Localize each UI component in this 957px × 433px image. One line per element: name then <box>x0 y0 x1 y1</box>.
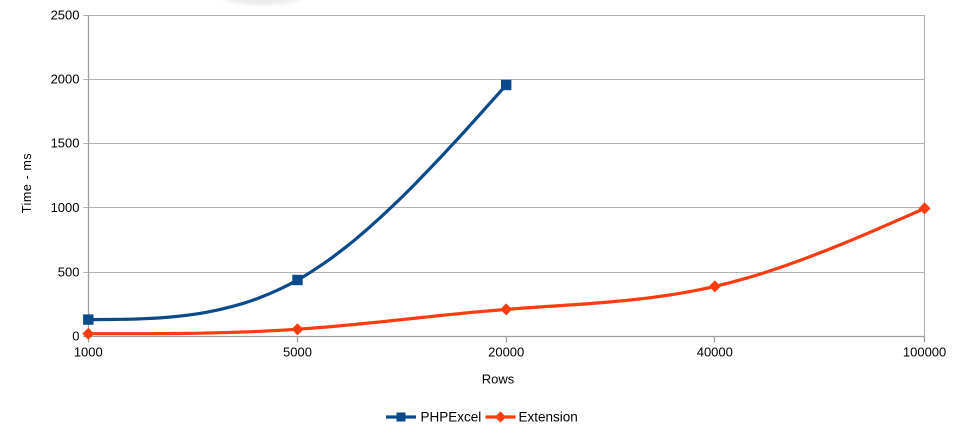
svg-text:500: 500 <box>58 264 80 279</box>
svg-text:Rows: Rows <box>482 371 515 386</box>
svg-text:1500: 1500 <box>51 136 80 151</box>
svg-text:40000: 40000 <box>697 345 733 360</box>
svg-text:PHPExcel: PHPExcel <box>421 410 482 425</box>
svg-text:2500: 2500 <box>51 8 80 23</box>
svg-text:5000: 5000 <box>283 345 312 360</box>
svg-text:1000: 1000 <box>51 200 80 215</box>
svg-text:1000: 1000 <box>74 345 103 360</box>
svg-text:20000: 20000 <box>488 345 524 360</box>
svg-text:2000: 2000 <box>51 71 80 86</box>
svg-text:Time - ms: Time - ms <box>20 153 34 213</box>
svg-text:Extension: Extension <box>519 410 578 425</box>
svg-text:100000: 100000 <box>903 345 946 360</box>
svg-text:0: 0 <box>72 329 79 344</box>
